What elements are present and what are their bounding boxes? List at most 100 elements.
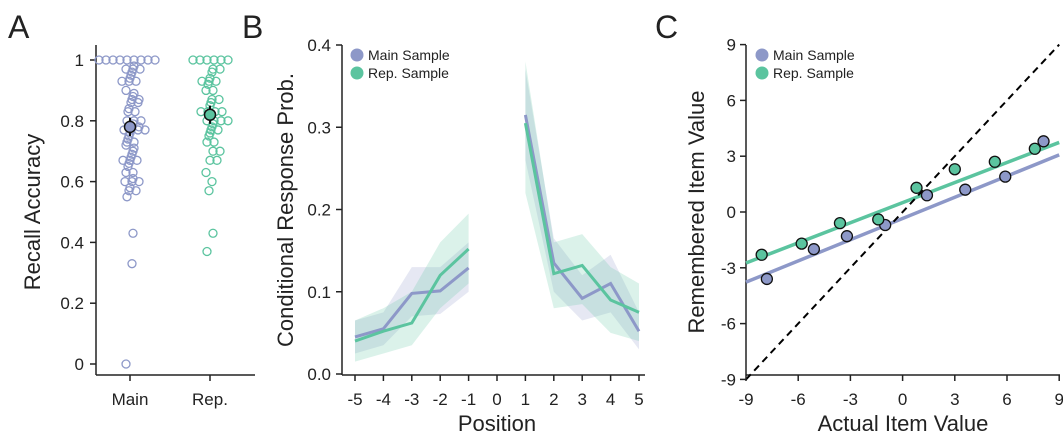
data-point xyxy=(215,146,225,156)
data-point xyxy=(133,97,143,108)
panel-c-lines xyxy=(745,43,1060,381)
data-point xyxy=(208,85,218,96)
x-tick-label: -5 xyxy=(347,390,362,409)
data-point xyxy=(123,161,133,172)
data-point xyxy=(920,189,934,202)
data-point xyxy=(129,137,139,147)
x-tick-label: -3 xyxy=(404,390,419,409)
data-point xyxy=(188,55,198,65)
data-point xyxy=(216,55,226,65)
panel-letter-a: A xyxy=(8,9,30,45)
y-tick-label: 3 xyxy=(727,147,736,166)
ci-band xyxy=(525,69,639,350)
data-point xyxy=(1037,135,1050,148)
data-point xyxy=(760,272,774,286)
x-tick-label: -1 xyxy=(461,390,476,409)
data-point xyxy=(121,140,131,150)
data-point xyxy=(128,228,138,238)
y-tick-label: 0.3 xyxy=(307,118,331,137)
y-tick-label: 9 xyxy=(727,36,736,55)
data-point xyxy=(122,55,132,65)
mean-marker xyxy=(203,108,217,121)
panel-a-y-ticks: 0 0.2 0.4 0.6 0.8 1 xyxy=(60,51,96,374)
data-point xyxy=(134,176,144,187)
data-point xyxy=(833,217,847,230)
legend-main-marker xyxy=(755,48,769,62)
data-point xyxy=(203,79,213,89)
panel-b-x-ticks: -5 -4 -3 -2 -1 0 1 2 3 4 5 xyxy=(347,375,644,409)
x-tick-label: 5 xyxy=(634,390,643,409)
data-point xyxy=(128,167,138,178)
panel-a-x-ticks: Main Rep. xyxy=(112,375,228,409)
y-tick-label: -6 xyxy=(721,315,736,334)
data-point xyxy=(121,167,131,178)
x-tick-label: -9 xyxy=(738,390,753,409)
data-point xyxy=(217,107,227,117)
panel-b-ci-bands xyxy=(355,61,639,362)
y-tick-label: 0 xyxy=(75,355,84,374)
y-tick-label: 0.0 xyxy=(307,365,331,384)
y-tick-label: -3 xyxy=(721,259,736,278)
x-tick-label: 3 xyxy=(950,390,959,409)
x-tick-label: 9 xyxy=(1054,390,1063,409)
data-point xyxy=(195,55,205,65)
data-point xyxy=(202,137,212,147)
data-point xyxy=(120,176,130,187)
data-point xyxy=(122,192,132,202)
panel-a-means xyxy=(123,105,217,136)
panel-c-ylabel: Remembered Item Value xyxy=(684,91,709,334)
panel-b-legend: Main Sample Rep. Sample xyxy=(350,47,450,81)
panel-b-y-ticks: 0.0 0.1 0.2 0.3 0.4 xyxy=(307,36,342,384)
data-point xyxy=(840,230,854,243)
data-point xyxy=(959,183,972,196)
data-point xyxy=(121,359,131,369)
data-point xyxy=(807,243,821,256)
y-tick-label: 0.6 xyxy=(60,173,84,192)
x-tick-label: -6 xyxy=(791,390,806,409)
panel-b-ylabel: Conditional Response Prob. xyxy=(273,73,298,347)
panel-b-lines xyxy=(354,114,641,343)
data-point xyxy=(130,107,140,117)
data-point xyxy=(755,248,768,261)
panel-c-points xyxy=(755,135,1050,286)
data-point xyxy=(201,167,211,178)
panel-c-y-ticks: -9 -6 -3 0 3 6 9 xyxy=(721,36,746,389)
data-point xyxy=(204,131,214,141)
data-point xyxy=(201,85,211,96)
panel-c-x-ticks: -9 -6 -3 0 3 6 9 xyxy=(738,375,1063,409)
data-point xyxy=(872,213,885,226)
panel-b: B Conditional Response Prob. Position 0.… xyxy=(242,9,645,436)
data-point xyxy=(223,116,233,126)
data-point xyxy=(999,170,1012,183)
series-line xyxy=(523,122,640,314)
x-tick-label: -2 xyxy=(433,390,448,409)
panel-a: A Recall Accuracy 0 0.2 0.4 0.6 0.8 1 Main Rep… xyxy=(8,9,255,409)
series-line xyxy=(354,247,470,343)
x-tick-label: -4 xyxy=(376,390,391,409)
y-tick-label: 0.2 xyxy=(307,201,331,220)
data-point xyxy=(795,237,808,250)
data-point xyxy=(910,181,923,194)
data-point xyxy=(202,55,212,65)
data-point xyxy=(948,163,961,176)
data-point xyxy=(205,155,215,165)
data-point xyxy=(124,186,134,196)
data-point xyxy=(94,55,104,65)
data-point xyxy=(1028,142,1041,155)
data-point xyxy=(127,259,137,269)
x-tick-label: 3 xyxy=(577,390,586,409)
data-point xyxy=(202,246,212,257)
y-tick-label: -9 xyxy=(721,370,736,389)
series-line xyxy=(354,266,470,339)
y-tick-label: 0.4 xyxy=(307,36,331,55)
legend-rep-marker xyxy=(755,66,769,80)
x-tick-label: 4 xyxy=(606,390,615,409)
data-point xyxy=(209,55,219,65)
identity-line xyxy=(745,43,1060,381)
x-tick-label: Rep. xyxy=(192,390,228,409)
data-point xyxy=(132,155,142,165)
x-tick-label: 0 xyxy=(492,390,501,409)
data-point xyxy=(136,55,146,65)
data-point xyxy=(150,55,160,65)
data-point xyxy=(988,155,1001,168)
